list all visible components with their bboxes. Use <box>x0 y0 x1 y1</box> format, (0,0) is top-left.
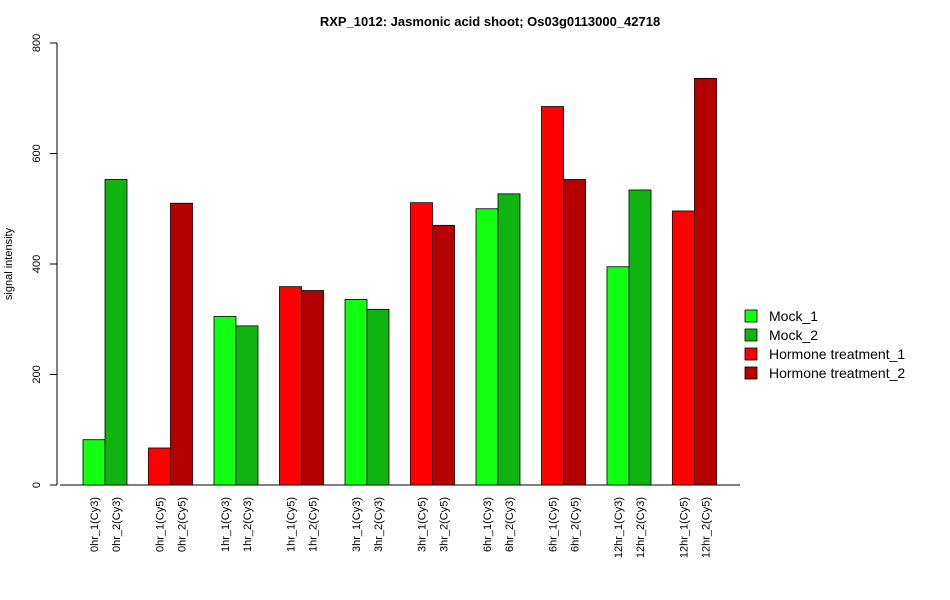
x-tick-label: 0hr_2(Cy3) <box>111 497 123 552</box>
x-tick-label: 0hr_1(Cy3) <box>89 497 101 552</box>
y-tick-label: 200 <box>31 365 43 383</box>
x-tick-label: 6hr_1(Cy3) <box>482 497 494 552</box>
y-tick-label: 0 <box>31 482 43 488</box>
y-tick-label: 800 <box>31 34 43 52</box>
x-tick-label: 1hr_1(Cy3) <box>220 497 232 552</box>
bar <box>366 308 390 486</box>
legend-swatch <box>744 347 758 361</box>
bar <box>628 189 652 486</box>
x-tick-label: 3hr_2(Cy3) <box>373 497 385 552</box>
x-tick-label: 1hr_1(Cy5) <box>286 497 298 552</box>
x-tick-label: 6hr_1(Cy5) <box>548 497 560 552</box>
x-tick-labels: 0hr_1(Cy3) 0hr_2(Cy3) 0hr_1(Cy5) 0hr_2(Cy5)… <box>89 497 713 558</box>
y-tick-label: 600 <box>31 144 43 162</box>
bars <box>82 77 717 486</box>
x-tick-label: 0hr_2(Cy5) <box>177 497 189 552</box>
legend-swatch <box>744 328 758 342</box>
legend-label: Hormone treatment_1 <box>769 346 905 362</box>
bar <box>213 316 237 486</box>
chart-title: RXP_1012: Jasmonic acid shoot; Os03g0113… <box>320 14 660 29</box>
y-tick-label: 400 <box>31 255 43 273</box>
x-tick-label: 1hr_2(Cy5) <box>308 497 320 552</box>
x-tick-label: 12hr_1(Cy5) <box>679 497 691 558</box>
bar <box>606 266 630 486</box>
bar <box>694 77 717 486</box>
bar <box>104 179 128 486</box>
bar <box>432 224 455 486</box>
bar <box>170 202 193 486</box>
bar <box>301 290 324 486</box>
bar <box>82 439 106 486</box>
bar <box>672 210 695 486</box>
bar <box>410 202 433 486</box>
bar <box>344 298 368 486</box>
legend-swatch <box>744 309 758 323</box>
y-axis: 0 200 400 600 800 <box>31 34 58 488</box>
x-tick-label: 6hr_2(Cy5) <box>570 497 582 552</box>
bar <box>497 193 521 486</box>
x-tick-label: 0hr_1(Cy5) <box>155 497 167 552</box>
legend-label: Mock_2 <box>769 327 818 343</box>
x-tick-label: 12hr_1(Cy3) <box>613 497 625 558</box>
x-tick-label: 3hr_1(Cy5) <box>417 497 429 552</box>
legend-swatch <box>744 366 758 380</box>
x-tick-label: 12hr_2(Cy3) <box>635 497 647 558</box>
legend-label: Hormone treatment_2 <box>769 365 905 381</box>
bar <box>541 106 564 486</box>
bar <box>475 208 499 486</box>
x-tick-label: 3hr_2(Cy5) <box>439 497 451 552</box>
bar <box>148 447 171 486</box>
legend: Mock_1 Mock_2 Hormone treatment_1 Hormone t… <box>744 308 905 381</box>
bar <box>279 286 302 486</box>
x-tick-label: 1hr_2(Cy3) <box>242 497 254 552</box>
legend-label: Mock_1 <box>769 308 818 324</box>
x-tick-label: 3hr_1(Cy3) <box>351 497 363 552</box>
x-tick-label: 6hr_2(Cy3) <box>504 497 516 552</box>
y-axis-label: signal intensity <box>3 227 15 300</box>
x-tick-label: 12hr_2(Cy5) <box>701 497 713 558</box>
bar <box>235 325 259 486</box>
bar <box>563 179 586 486</box>
